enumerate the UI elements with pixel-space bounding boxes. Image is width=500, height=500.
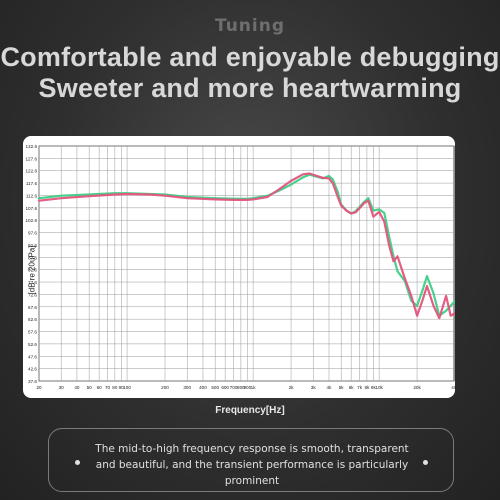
y-tick-label: 77.6 <box>28 280 37 285</box>
y-tick-label: 112.6 <box>26 193 38 198</box>
frequency-response-chart: 37.6 42.6 47.6 52.6 57.6 62.6 67.6 72.6 77.6 82.6… <box>26 144 455 390</box>
x-tick-label: 1k <box>251 385 257 390</box>
x-tick-label: 800 <box>237 385 245 390</box>
x-tick-label: 100 <box>123 385 131 390</box>
x-tick-label: 20 <box>36 385 42 390</box>
x-tick-label: 300 <box>183 385 191 390</box>
x-tick-label: 900 <box>244 385 252 390</box>
caption-box: The mid-to-high frequency response is sm… <box>48 428 454 492</box>
x-tick-label: 9k <box>371 385 377 390</box>
y-tick-label: 117.6 <box>26 181 38 186</box>
y-tick-label: 122.6 <box>26 169 38 174</box>
x-tick-label: 90 <box>119 385 125 390</box>
bullet-dot-left <box>75 460 80 465</box>
headline-line-1: Comfortable and enjoyable debugging <box>0 42 500 72</box>
y-tick-label: 102.6 <box>26 218 38 223</box>
x-tick-label: 20k <box>413 385 421 390</box>
y-tick-label: 47.6 <box>28 354 37 359</box>
x-tick-label: 70 <box>105 385 111 390</box>
y-tick-label: 52.6 <box>28 342 37 347</box>
y-axis-label: [dB re 20uPa] <box>27 245 37 295</box>
y-tick-label: 67.6 <box>28 305 37 310</box>
series-line-2 <box>37 172 455 320</box>
x-tick-label: 10k <box>375 385 383 390</box>
y-tick-label: 72.6 <box>28 292 37 297</box>
x-tick-label: 2k <box>289 385 295 390</box>
plot-frame <box>38 145 455 382</box>
y-tick-label: 97.6 <box>28 231 37 236</box>
chart-card: 37.6 42.6 47.6 52.6 57.6 62.6 67.6 72.6 77.6 82.6… <box>23 136 455 398</box>
caption-text: The mid-to-high frequency response is sm… <box>95 443 409 487</box>
x-tick-label: 200 <box>161 385 169 390</box>
x-tick-label: 4k <box>327 385 333 390</box>
x-tick-label: 500 <box>211 385 219 390</box>
x-tick-label: 700 <box>230 385 238 390</box>
y-tick-label: 82.6 <box>28 268 37 273</box>
y-tick-label: 107.6 <box>26 206 38 211</box>
x-tick-label: 3k <box>311 385 317 390</box>
headline-line-2: Sweeter and more heartwarming <box>38 73 462 103</box>
y-tick-label: 62.6 <box>28 317 37 322</box>
y-tick-label: 42.6 <box>28 367 37 372</box>
x-tick-label: 30 <box>59 385 65 390</box>
y-tick-label: 127.6 <box>26 156 38 161</box>
x-tick-label: 7k <box>357 385 363 390</box>
x-tick-label: 40k <box>451 385 455 390</box>
x-tick-label: 50 <box>87 385 93 390</box>
y-tick-label: 92.6 <box>28 243 37 248</box>
x-tick-label: 600 <box>221 385 229 390</box>
y-tick-label: 87.6 <box>28 255 37 260</box>
y-tick-label: 57.6 <box>28 330 37 335</box>
x-tick-label: 40 <box>74 385 80 390</box>
x-axis-label: Frequency[Hz] <box>215 405 285 416</box>
bullet-dot-right <box>423 460 428 465</box>
y-tick-label: 37.6 <box>28 379 37 384</box>
y-tick-label: 132.6 <box>26 144 38 149</box>
x-tick-label: 5k <box>339 385 345 390</box>
x-tick-label: 80 <box>112 385 118 390</box>
x-tick-label: 8k <box>364 385 370 390</box>
x-tick-label: 400 <box>199 385 207 390</box>
section-title: Tuning <box>214 16 286 36</box>
x-tick-label: 60 <box>97 385 103 390</box>
x-tick-label: 6k <box>349 385 355 390</box>
